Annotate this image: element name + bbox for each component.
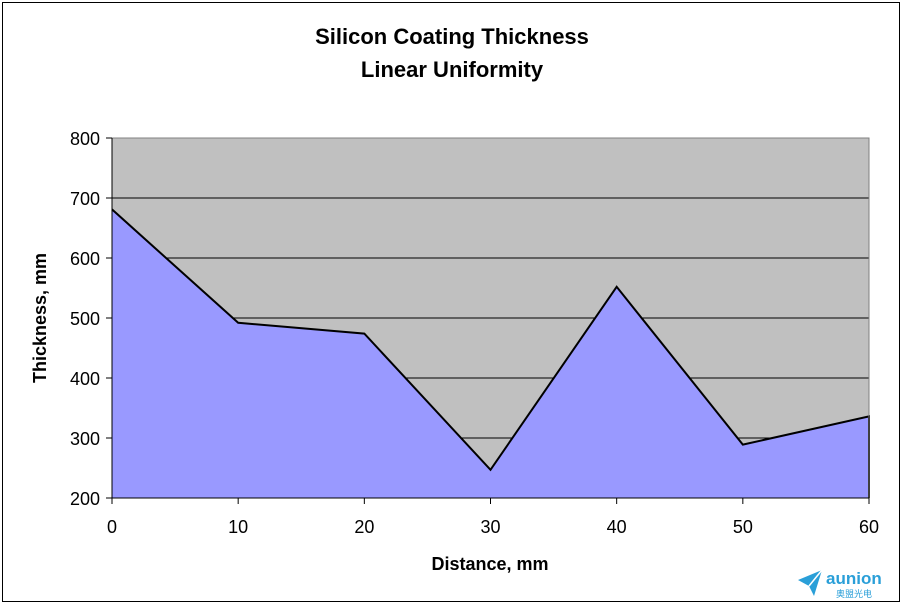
y-tick-label: 300 (70, 429, 100, 449)
chart-title-line-2: Linear Uniformity (360, 57, 544, 82)
x-tick-label: 30 (480, 517, 500, 537)
x-tick-label: 10 (228, 517, 248, 537)
y-tick-label: 800 (70, 129, 100, 149)
logo-subtitle: 奥盟光电 (836, 588, 872, 599)
x-axis: 0 10 20 30 40 50 60 (107, 497, 879, 537)
aunion-logo: aunion 奥盟光电 (798, 569, 882, 599)
y-tick-label: 400 (70, 369, 100, 389)
y-tick-label: 700 (70, 189, 100, 209)
y-tick-label: 200 (70, 489, 100, 509)
thickness-line (111, 208, 870, 498)
y-tick-label: 600 (70, 249, 100, 269)
y-axis-label: Thickness, mm (30, 253, 50, 383)
chart-title-line-1: Silicon Coating Thickness (315, 24, 589, 49)
logo-brand: aunion (826, 569, 882, 588)
y-axis: 200 300 400 500 600 700 800 (70, 129, 113, 509)
x-tick-label: 40 (607, 517, 627, 537)
x-tick-label: 60 (859, 517, 879, 537)
x-tick-label: 50 (733, 517, 753, 537)
thickness-area (112, 209, 869, 498)
x-axis-label: Distance, mm (431, 554, 548, 574)
x-tick-label: 0 (107, 517, 117, 537)
x-tick-label: 20 (354, 517, 374, 537)
y-tick-label: 500 (70, 309, 100, 329)
